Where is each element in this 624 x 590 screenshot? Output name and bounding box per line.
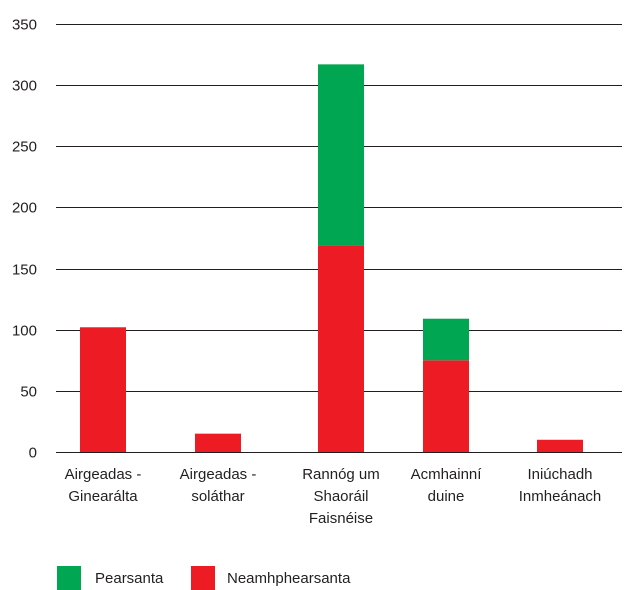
x-category-label-line: Airgeadas -: [180, 466, 257, 483]
legend-label-pearsanta: Pearsanta: [95, 570, 164, 587]
x-category-label: Acmhainní duine: [411, 466, 483, 505]
y-tick-label: 300: [12, 78, 37, 95]
bar-pearsanta-3: [423, 318, 469, 361]
y-tick-label: 250: [12, 139, 37, 156]
x-axis-category-labels: Airgeadas - Ginearálta Airgeadas - soláthar…: [65, 466, 602, 527]
x-category-label-line: soláthar: [191, 488, 244, 505]
legend-swatch-pearsanta: [57, 566, 81, 590]
y-tick-label: 150: [12, 262, 37, 279]
x-category-label-line: Iniúchadh: [527, 466, 592, 483]
y-tick-label: 350: [12, 17, 37, 34]
x-category-label-line: duine: [428, 488, 465, 505]
x-category-label-line: Ginearálta: [68, 488, 138, 505]
bar-neamhphearsanta-0: [80, 327, 126, 452]
x-category-label-line: Rannóg um: [302, 466, 380, 483]
bar-neamhphearsanta-2: [318, 245, 364, 452]
y-tick-label: 100: [12, 323, 37, 340]
y-tick-label: 200: [12, 200, 37, 217]
y-tick-label: 50: [20, 384, 37, 401]
x-category-label: Iniúchadh Inmheánach: [519, 466, 602, 505]
legend-swatch-neamhphearsanta: [191, 566, 215, 590]
x-category-label-line: Inmheánach: [519, 488, 602, 505]
x-category-label-line: Faisnéise: [309, 510, 373, 527]
x-category-label: Rannóg um Shaoráil Faisnéise: [302, 466, 380, 527]
x-category-label: Airgeadas - Ginearálta: [65, 466, 142, 505]
legend-label-neamhphearsanta: Neamhphearsanta: [227, 570, 351, 587]
x-category-label-line: Shaoráil: [313, 488, 368, 505]
x-category-label-line: Airgeadas -: [65, 466, 142, 483]
y-axis-tick-labels: 0 50 100 150 200 250 300 350: [12, 17, 37, 462]
bar-neamhphearsanta-4: [537, 439, 583, 452]
bars: [80, 64, 583, 452]
x-category-label: Airgeadas - soláthar: [180, 466, 257, 505]
bar-pearsanta-2: [318, 64, 364, 246]
bar-neamhphearsanta-3: [423, 360, 469, 452]
bar-neamhphearsanta-1: [195, 433, 241, 452]
y-tick-label: 0: [29, 445, 37, 462]
x-category-label-line: Acmhainní: [411, 466, 483, 483]
legend: Pearsanta Neamhphearsanta: [57, 566, 351, 590]
